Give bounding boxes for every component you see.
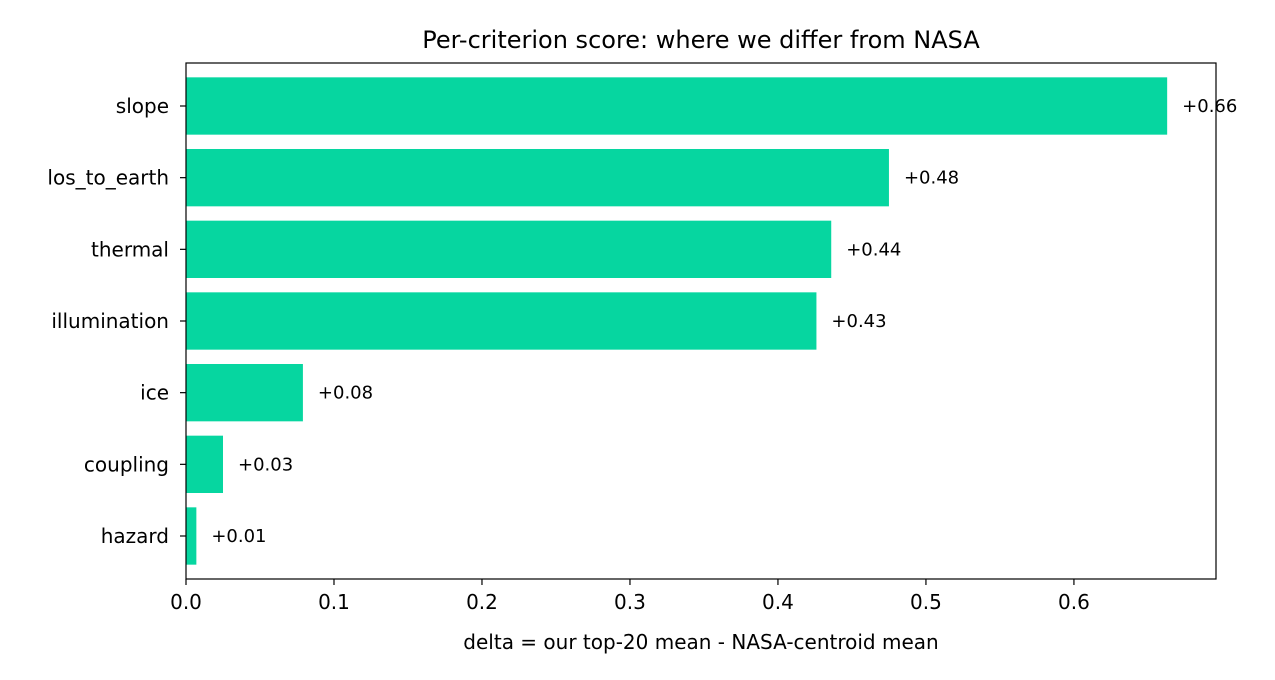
x-tick-label-0.1: 0.1 [318,590,350,614]
data-label-slope: +0.66 [1182,96,1237,117]
data-label-los_to_earth: +0.48 [904,168,959,189]
data-label-coupling: +0.03 [238,454,293,475]
x-tick-label-0.2: 0.2 [466,590,498,614]
data-label-ice: +0.08 [318,383,373,404]
data-label-hazard: +0.01 [211,526,266,547]
y-tick-label-ice: ice [140,381,169,405]
bars-group [186,77,1168,565]
x-tick-label-0.3: 0.3 [614,590,646,614]
x-axis-label: delta = our top-20 mean - NASA-centroid … [463,630,938,654]
bar-coupling [186,435,223,493]
x-tick-label-0.6: 0.6 [1058,590,1090,614]
bar-illumination [186,292,817,350]
bar-ice [186,364,303,422]
x-tick-label-0.0: 0.0 [170,590,202,614]
x-axis: 0.0 0.1 0.2 0.3 0.4 0.5 0.6 [170,579,1090,614]
y-tick-label-los_to_earth: los_to_earth [47,166,169,190]
x-tick-label-0.4: 0.4 [762,590,794,614]
data-labels-group: +0.66 +0.48 +0.44 +0.43 +0.08 +0.03 +0.01 [211,96,1237,547]
y-tick-label-coupling: coupling [84,452,169,476]
bar-slope [186,77,1168,135]
data-label-thermal: +0.44 [846,239,901,260]
plot-frame [185,62,1217,580]
data-label-illumination: +0.43 [831,311,886,332]
y-tick-label-thermal: thermal [91,237,169,261]
y-tick-label-illumination: illumination [51,309,169,333]
y-tick-label-slope: slope [116,94,169,118]
x-tick-label-0.5: 0.5 [910,590,942,614]
bar-los_to_earth [186,149,889,207]
bar-thermal [186,220,832,278]
chart-title: Per-criterion score: where we differ fro… [422,26,980,54]
bar-hazard [186,507,197,565]
y-tick-label-hazard: hazard [101,524,169,548]
